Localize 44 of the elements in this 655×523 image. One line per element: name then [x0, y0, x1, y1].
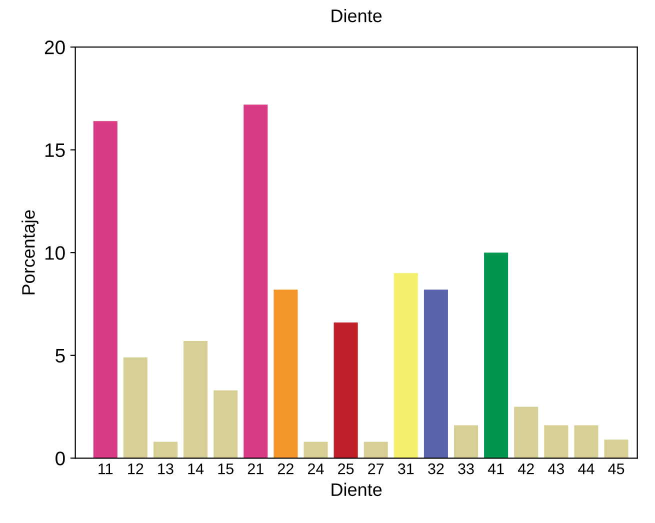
x-tick-label: 27	[368, 463, 384, 474]
bar	[424, 290, 448, 458]
bar	[334, 322, 358, 458]
bar	[604, 440, 628, 458]
x-tick-label: 21	[248, 463, 264, 474]
bar	[514, 406, 538, 458]
x-tick-label: 11	[98, 464, 113, 474]
y-tick-label: 10	[45, 246, 65, 260]
x-tick-label: 32	[428, 463, 444, 474]
bar	[544, 425, 568, 458]
bar	[304, 442, 328, 458]
bar	[454, 425, 478, 458]
bar	[364, 442, 388, 458]
bar	[244, 104, 268, 458]
bar	[394, 273, 418, 458]
bar	[574, 425, 598, 458]
x-tick-label: 41	[488, 464, 504, 474]
x-tick-label: 14	[188, 464, 204, 474]
bar	[93, 121, 118, 458]
x-tick-label: 24	[308, 463, 324, 474]
x-tick-label: 33	[458, 463, 474, 474]
x-tick-label: 44	[578, 464, 594, 474]
x-tick-label: 13	[158, 463, 174, 474]
y-tick-label: 15	[45, 144, 65, 158]
y-tick-label: 5	[56, 349, 65, 363]
y-tick-label: 20	[44, 40, 65, 54]
x-tick-label: 31	[398, 463, 414, 474]
x-tick-label: 25	[338, 463, 354, 474]
bar	[123, 357, 148, 458]
x-tick-label: 42	[518, 463, 534, 474]
bar	[153, 442, 178, 458]
x-tick-label: 15	[218, 464, 234, 474]
bar	[184, 340, 208, 458]
x-tick-label: 45	[608, 464, 624, 474]
bar	[484, 252, 508, 458]
chart-title: Diente	[332, 8, 382, 22]
x-tick-label: 43	[548, 463, 564, 474]
bar	[214, 390, 238, 458]
x-tick-label: 22	[278, 463, 294, 474]
x-tick-label: 12	[128, 463, 144, 474]
x-axis-title: Diente	[332, 482, 382, 496]
y-tick-label: 0	[56, 452, 65, 466]
y-axis-title: Porcentaje	[22, 210, 38, 294]
bar	[274, 290, 298, 458]
